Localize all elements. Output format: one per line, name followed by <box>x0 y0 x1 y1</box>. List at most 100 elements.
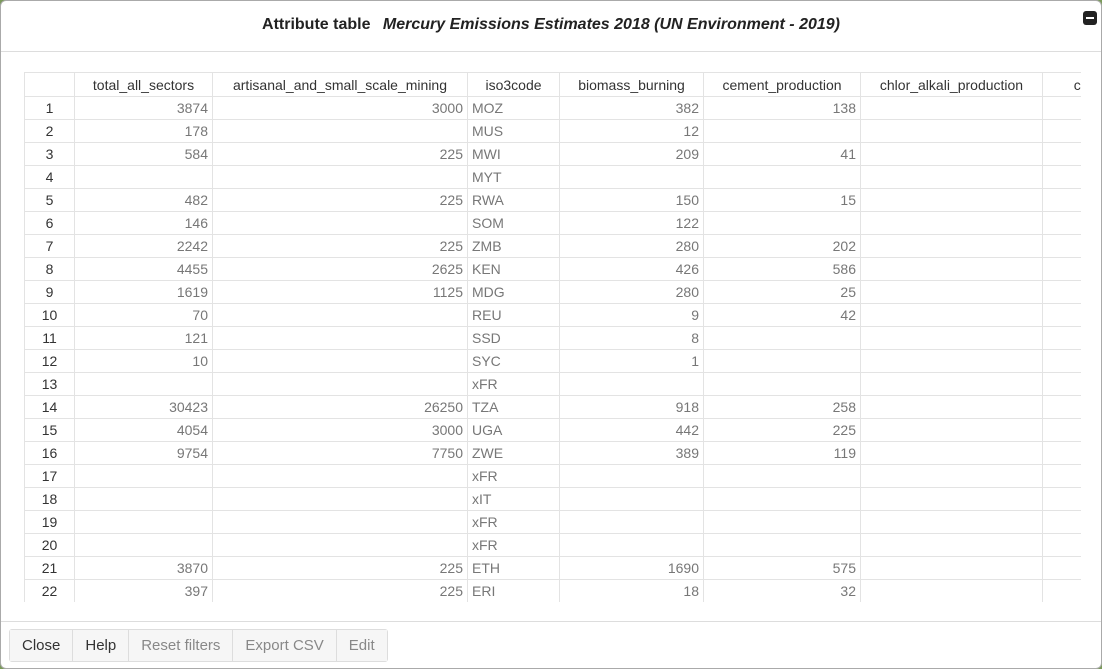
cell: MWI <box>467 142 560 166</box>
cell: 258 <box>703 395 861 419</box>
column-header[interactable]: artisanal_and_small_scale_mining <box>212 72 468 97</box>
cell <box>212 464 468 488</box>
cell: 426 <box>559 257 704 281</box>
table-row[interactable]: 3 584 225 MWI 209 41 <box>24 142 1081 166</box>
column-header[interactable]: cre <box>1042 72 1081 97</box>
cell <box>559 372 704 396</box>
cell <box>860 234 1043 258</box>
table-row[interactable]: 8 4455 2625 KEN 426 586 <box>24 257 1081 281</box>
table-row[interactable]: 9 1619 1125 MDG 280 25 <box>24 280 1081 304</box>
cell <box>1042 96 1081 120</box>
cell: xFR <box>467 533 560 557</box>
cell: 482 <box>74 188 213 212</box>
cell: 9754 <box>74 441 213 465</box>
table-row[interactable]: 19 xFR <box>24 510 1081 534</box>
table-row[interactable]: 7 2242 225 ZMB 280 202 <box>24 234 1081 258</box>
cell <box>860 441 1043 465</box>
cell <box>74 464 213 488</box>
table-row[interactable]: 13 xFR <box>24 372 1081 396</box>
cell: MUS <box>467 119 560 143</box>
cell: ERI <box>467 579 560 602</box>
table-row[interactable]: 2 178 MUS 12 <box>24 119 1081 143</box>
cell <box>74 165 213 189</box>
cell: MOZ <box>467 96 560 120</box>
table-row[interactable]: 20 xFR <box>24 533 1081 557</box>
cell: 397 <box>74 579 213 602</box>
table-row[interactable]: 17 xFR <box>24 464 1081 488</box>
cell: 70 <box>74 303 213 327</box>
minimize-button[interactable] <box>1083 11 1097 25</box>
cell: 280 <box>559 280 704 304</box>
column-header[interactable]: iso3code <box>467 72 560 97</box>
cell <box>703 533 861 557</box>
column-header[interactable]: cement_production <box>703 72 861 97</box>
table-row[interactable]: 22 397 225 ERI 18 32 <box>24 579 1081 602</box>
table-row[interactable]: 15 4054 3000 UGA 442 225 <box>24 418 1081 442</box>
cell <box>860 487 1043 511</box>
table-row[interactable]: 11 121 SSD 8 <box>24 326 1081 350</box>
cell: UGA <box>467 418 560 442</box>
cell <box>1042 234 1081 258</box>
table-row[interactable]: 12 10 SYC 1 <box>24 349 1081 373</box>
row-index: 2 <box>24 119 75 143</box>
table-row[interactable]: 5 482 225 RWA 150 15 <box>24 188 1081 212</box>
cell: SSD <box>467 326 560 350</box>
cell: 225 <box>212 579 468 602</box>
cell <box>860 165 1043 189</box>
cell: 382 <box>559 96 704 120</box>
cell <box>212 165 468 189</box>
cell: xFR <box>467 372 560 396</box>
cell: 1619 <box>74 280 213 304</box>
table-row[interactable]: 6 146 SOM 122 <box>24 211 1081 235</box>
cell: 18 <box>559 579 704 602</box>
cell <box>1042 441 1081 465</box>
row-index: 9 <box>24 280 75 304</box>
cell: 225 <box>212 234 468 258</box>
cell <box>860 142 1043 166</box>
cell: 575 <box>703 556 861 580</box>
cell: KEN <box>467 257 560 281</box>
cell: 26250 <box>212 395 468 419</box>
button[interactable]: Close <box>10 630 74 661</box>
table-row[interactable]: 21 3870 225 ETH 1690 575 <box>24 556 1081 580</box>
cell <box>703 372 861 396</box>
row-index: 5 <box>24 188 75 212</box>
cell: 7750 <box>212 441 468 465</box>
button[interactable]: Edit <box>336 630 387 661</box>
button[interactable]: Export CSV <box>233 630 337 661</box>
cell <box>860 372 1043 396</box>
cell <box>559 510 704 534</box>
cell <box>860 303 1043 327</box>
cell <box>860 510 1043 534</box>
table-row[interactable]: 18 xIT <box>24 487 1081 511</box>
row-index: 16 <box>24 441 75 465</box>
button[interactable]: Help <box>73 630 130 661</box>
cell <box>860 257 1043 281</box>
button[interactable]: Reset filters <box>129 630 234 661</box>
cell: 584 <box>74 142 213 166</box>
row-index: 20 <box>24 533 75 557</box>
cell <box>1042 395 1081 419</box>
cell <box>860 533 1043 557</box>
cell: 146 <box>74 211 213 235</box>
column-header[interactable]: biomass_burning <box>559 72 704 97</box>
cell <box>703 464 861 488</box>
table-viewport: total_all_sectors artisanal_and_small_sca… <box>24 72 1081 602</box>
cell: 3000 <box>212 418 468 442</box>
table-row[interactable]: 4 MYT <box>24 165 1081 189</box>
column-header[interactable]: chlor_alkali_production <box>860 72 1043 97</box>
table-row[interactable]: 10 70 REU 9 42 <box>24 303 1081 327</box>
table-row[interactable]: 14 30423 26250 TZA 918 258 <box>24 395 1081 419</box>
cell <box>1042 556 1081 580</box>
index-header <box>24 72 75 97</box>
cell: 30423 <box>74 395 213 419</box>
cell: ZWE <box>467 441 560 465</box>
cell <box>212 211 468 235</box>
cell: 1 <box>559 349 704 373</box>
cell <box>559 533 704 557</box>
table-row[interactable]: 16 9754 7750 ZWE 389 119 <box>24 441 1081 465</box>
cell: 8 <box>559 326 704 350</box>
cell: 3870 <box>74 556 213 580</box>
column-header[interactable]: total_all_sectors <box>74 72 213 97</box>
table-row[interactable]: 1 3874 3000 MOZ 382 138 <box>24 96 1081 120</box>
